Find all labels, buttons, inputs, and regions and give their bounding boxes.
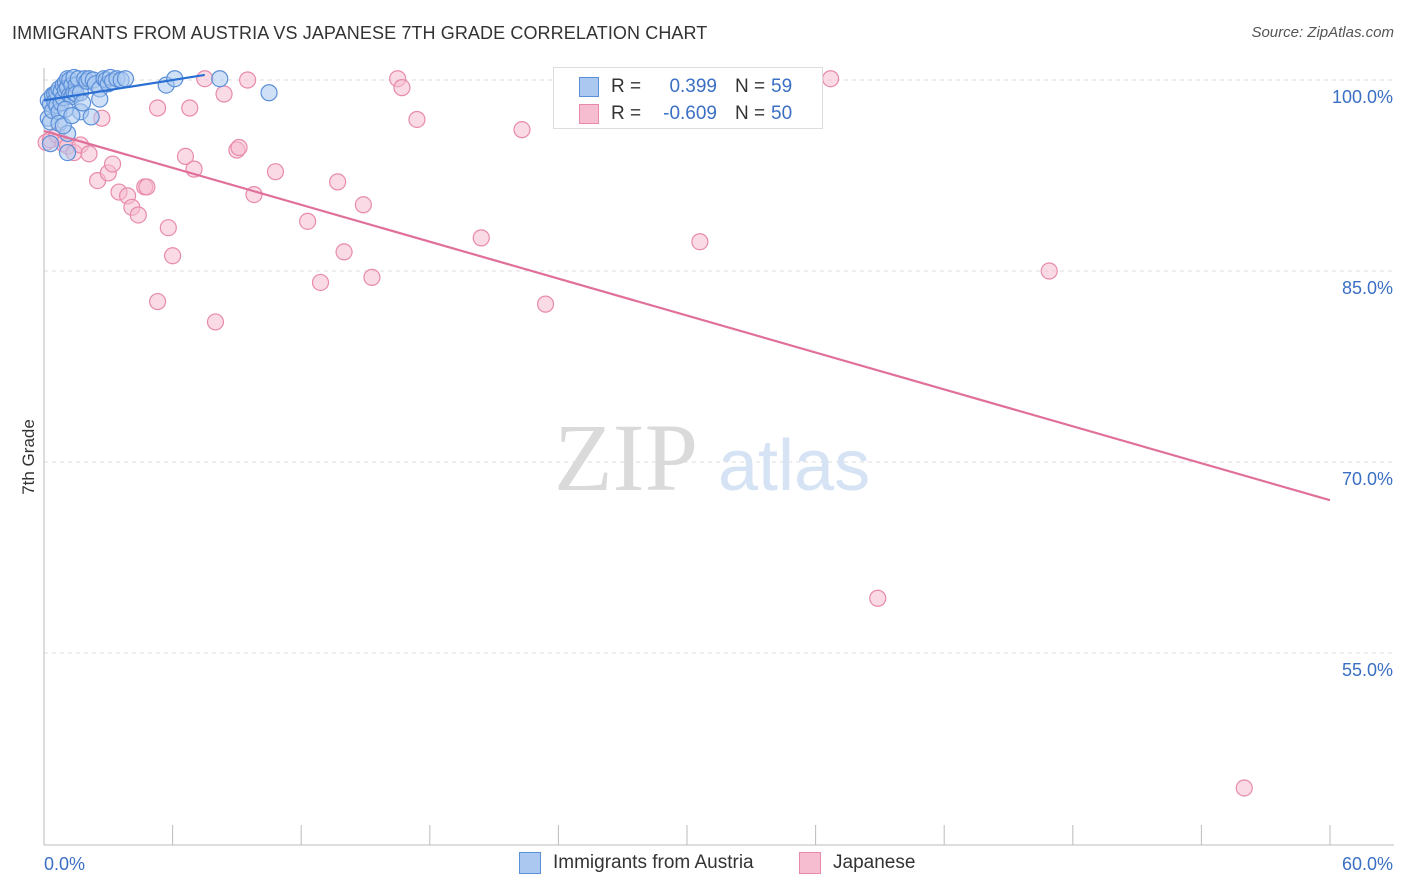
japanese-point [363, 268, 381, 286]
austria-point [260, 84, 278, 102]
japanese-point [181, 99, 199, 117]
legend-label-austria: Immigrants from Austria [553, 852, 754, 873]
japanese-r-label: R = [611, 103, 642, 124]
japanese-point [159, 219, 177, 237]
japanese-point [148, 292, 167, 311]
japanese-point [869, 589, 887, 607]
japanese-r-value: -0.609 [663, 103, 717, 124]
japanese-point [329, 173, 347, 191]
japanese-point [164, 247, 182, 265]
austria-r-label: R = [611, 76, 642, 97]
legend-swatch-japanese [799, 852, 821, 874]
stats-legend: R = 0.399 N = 59 R = -0.609 N = 50 [553, 67, 823, 129]
japanese-trend-line [43, 129, 1331, 502]
japanese-n-label: N = [735, 103, 766, 124]
japanese-point [266, 163, 285, 181]
legend-item-austria[interactable]: Immigrants from Austria [519, 852, 754, 874]
austria-point [41, 135, 60, 153]
austria-point [116, 70, 135, 88]
japanese-point [196, 70, 214, 88]
watermark-zip: ZIP [554, 404, 698, 511]
japanese-point [1235, 779, 1253, 797]
series-legend: Immigrants from Austria Japanese [0, 852, 1406, 876]
japanese-point [1040, 262, 1058, 280]
japanese-n-value: 50 [771, 103, 793, 124]
japanese-point [230, 138, 248, 157]
watermark-atlas: atlas [718, 426, 870, 506]
austria-point [63, 107, 81, 125]
japanese-point [354, 196, 372, 214]
watermark: ZIP atlas [554, 404, 870, 511]
japanese-point [311, 273, 330, 292]
japanese-point [536, 295, 555, 313]
x-tick-label: 0.0% [44, 854, 85, 874]
austria-point [211, 70, 229, 88]
japanese-point [822, 70, 840, 88]
y-tick-label: 70.0% [1342, 469, 1393, 489]
japanese-point [335, 243, 353, 261]
japanese-point [103, 155, 122, 173]
legend-swatch-austria [519, 852, 541, 874]
japanese-swatch [579, 104, 599, 124]
x-tick-label: 60.0% [1342, 854, 1393, 874]
japanese-point [138, 178, 156, 196]
japanese-point [513, 121, 531, 139]
japanese-point [239, 71, 257, 89]
austria-swatch [579, 77, 599, 97]
y-tick-label: 55.0% [1342, 660, 1393, 680]
japanese-point [691, 233, 709, 251]
grid-lines [44, 79, 1394, 654]
y-tick-label: 85.0% [1342, 278, 1393, 298]
austria-r-value: 0.399 [669, 76, 717, 97]
japanese-point [148, 99, 167, 117]
austria-point [82, 108, 100, 126]
austria-point [73, 94, 92, 112]
y-axis-label: 7th Grade [19, 419, 38, 495]
japanese-point [472, 229, 490, 247]
japanese-point [215, 85, 233, 103]
austria-n-value: 59 [771, 76, 793, 97]
japanese-point [408, 110, 426, 129]
axes [43, 68, 1394, 846]
chart-title: IMMIGRANTS FROM AUSTRIA VS JAPANESE 7TH … [12, 23, 708, 43]
japanese-point [129, 206, 147, 224]
austria-point [58, 143, 77, 162]
legend-item-japanese[interactable]: Japanese [799, 852, 915, 874]
source-label: Source: ZipAtlas.com [1251, 24, 1394, 41]
stats-row-austria: R = 0.399 N = 59 [554, 74, 792, 100]
japanese-point [176, 147, 195, 165]
legend-label-japanese: Japanese [833, 852, 916, 873]
japanese-point [80, 145, 98, 163]
japanese-point [206, 313, 225, 331]
austria-n-label: N = [735, 76, 766, 97]
japanese-point [299, 212, 317, 230]
trend-lines [43, 73, 1331, 502]
stats-row-japanese: R = -0.609 N = 50 [554, 101, 792, 127]
austria-trend-line [43, 73, 205, 102]
tick-labels: 55.0% 70.0% 85.0% 100.0% 0.0% 60.0% [44, 87, 1393, 874]
japanese-point [393, 79, 411, 97]
y-tick-label: 100.0% [1332, 87, 1393, 107]
